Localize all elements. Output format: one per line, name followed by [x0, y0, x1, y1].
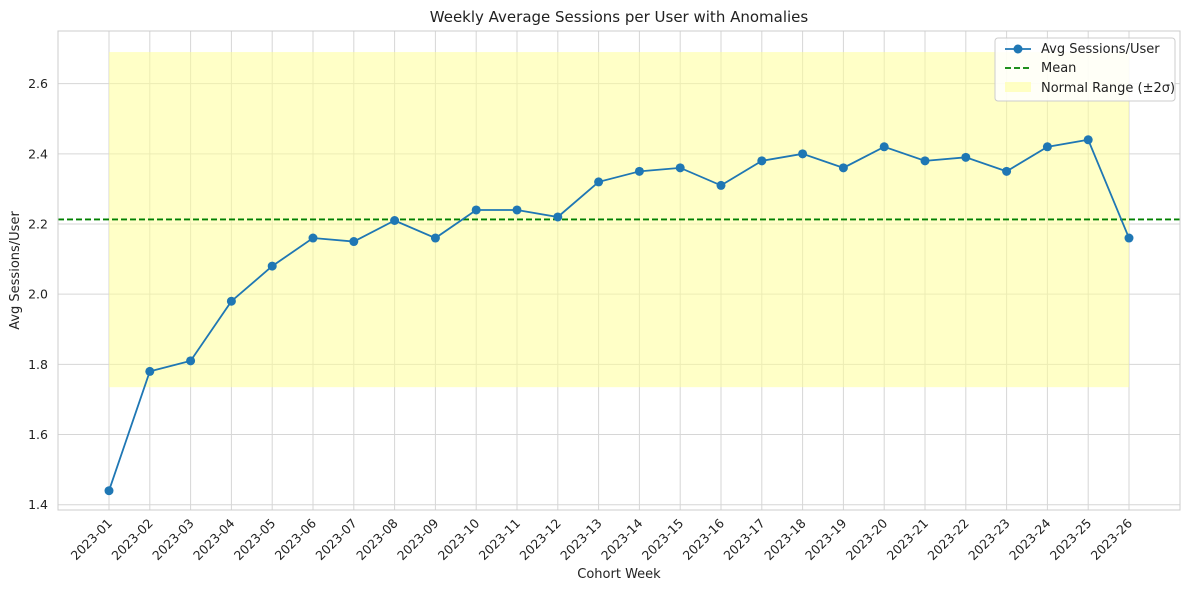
x-tick-label: 2023-18 — [761, 515, 809, 563]
x-tick-label: 2023-01 — [68, 516, 116, 564]
data-point — [1042, 142, 1052, 152]
x-tick-label: 2023-12 — [516, 516, 564, 564]
x-tick-label: 2023-21 — [884, 516, 932, 564]
x-tick-label: 2023-10 — [435, 515, 483, 563]
data-points — [104, 135, 1134, 496]
series-line-avg-sessions — [108, 138, 1130, 491]
legend: Avg Sessions/User Mean Normal Range (±2σ… — [994, 37, 1176, 102]
x-tick-label: 2023-11 — [476, 516, 524, 564]
y-tick-label: 1.4 — [28, 497, 48, 512]
y-axis-ticks: 1.4 1.6 1.8 2.0 2.2 2.4 2.6 — [28, 76, 48, 512]
x-tick-label: 2023-08 — [353, 515, 401, 563]
data-point — [716, 180, 726, 190]
x-tick-label: 2023-03 — [149, 516, 197, 564]
chart-title: Weekly Average Sessions per User with An… — [430, 8, 809, 26]
x-tick-label: 2023-07 — [312, 516, 360, 564]
data-point — [186, 356, 196, 366]
x-tick-label: 2023-25 — [1047, 516, 1095, 564]
legend-label-mean: Mean — [1041, 61, 1076, 76]
x-tick-label: 2023-23 — [965, 516, 1013, 564]
legend-range-swatch — [1005, 82, 1031, 92]
x-tick-label: 2023-15 — [639, 516, 687, 564]
data-point — [349, 237, 359, 247]
x-tick-label: 2023-06 — [272, 515, 320, 563]
x-tick-label: 2023-14 — [598, 515, 646, 563]
x-tick-label: 2023-04 — [190, 515, 238, 563]
y-axis-label: Avg Sessions/User — [8, 211, 23, 330]
y-tick-label: 2.0 — [28, 287, 48, 302]
y-tick-label: 2.6 — [28, 76, 48, 91]
plot-area-frame — [57, 30, 1181, 511]
data-point — [1124, 233, 1134, 243]
legend-label-avg-sessions: Avg Sessions/User — [1041, 42, 1160, 57]
x-tick-label: 2023-19 — [802, 515, 850, 563]
data-point — [308, 233, 318, 243]
legend-label-normal-range: Normal Range (±2σ) — [1041, 81, 1175, 96]
x-axis-label: Cohort Week — [577, 567, 661, 582]
data-point — [1002, 166, 1012, 176]
data-point — [1083, 135, 1093, 145]
data-point — [553, 212, 563, 222]
data-point — [961, 152, 971, 162]
legend-series-marker — [1013, 44, 1023, 54]
x-tick-label: 2023-16 — [680, 515, 728, 563]
x-tick-label: 2023-22 — [924, 516, 972, 564]
data-point — [920, 156, 930, 166]
data-point — [104, 486, 114, 496]
x-tick-label: 2023-05 — [231, 516, 279, 564]
y-tick-label: 1.8 — [28, 357, 48, 372]
x-tick-label: 2023-26 — [1088, 515, 1136, 563]
y-tick-label: 1.6 — [28, 427, 48, 442]
data-point — [675, 163, 685, 173]
data-point — [634, 166, 644, 176]
data-point — [145, 366, 155, 376]
data-point — [879, 142, 889, 152]
legend-box — [994, 37, 1176, 102]
data-point — [798, 149, 808, 159]
x-tick-label: 2023-24 — [1006, 515, 1054, 563]
y-tick-label: 2.4 — [28, 146, 48, 161]
data-point — [512, 205, 522, 215]
data-point — [594, 177, 604, 187]
data-point — [267, 261, 277, 271]
x-tick-label: 2023-02 — [108, 516, 156, 564]
x-tick-label: 2023-09 — [394, 515, 442, 563]
data-point — [226, 296, 236, 306]
x-axis-ticks: 2023-012023-022023-032023-042023-052023-… — [68, 515, 1136, 563]
x-tick-label: 2023-13 — [557, 516, 605, 564]
x-tick-label: 2023-17 — [720, 516, 768, 564]
data-point — [390, 215, 400, 225]
data-point — [430, 233, 440, 243]
y-tick-label: 2.2 — [28, 217, 48, 232]
data-point — [838, 163, 848, 173]
x-tick-label: 2023-20 — [843, 515, 891, 563]
data-point — [757, 156, 767, 166]
data-point — [471, 205, 481, 215]
